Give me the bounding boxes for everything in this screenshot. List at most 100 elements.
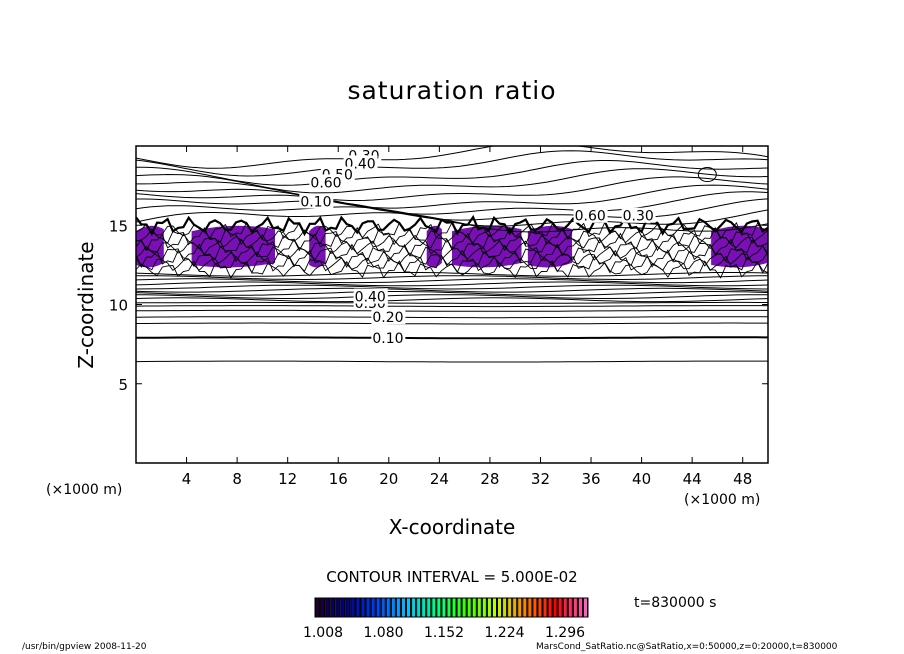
colorbar-cell-fill [442, 598, 446, 617]
footer-source: MarsCond_SatRatio.nc@SatRatio,x=0:50000,… [536, 642, 838, 652]
contour-lines [136, 146, 768, 363]
contour-label: 0.30 [623, 209, 654, 225]
colorbar-cell-fill [412, 598, 416, 617]
contour-line [136, 168, 768, 194]
colorbar-cell-fill [316, 598, 320, 617]
colorbar-cell-fill [558, 598, 562, 617]
contour-label: 0.60 [310, 175, 341, 191]
colorbar-cell-fill [513, 598, 517, 617]
colorbar-cell-fill [437, 598, 441, 617]
shaded-region [527, 225, 573, 268]
y-tick-label: 10 [109, 297, 128, 315]
colorbar-cell-fill [472, 598, 476, 617]
contour-label: 0.10 [372, 331, 403, 347]
colorbar-tick-label: 1.080 [363, 625, 403, 641]
colorbar-cell-fill [371, 598, 375, 617]
contour-line [136, 249, 768, 269]
x-tick-label: 4 [182, 470, 192, 488]
colorbar-cell-fill [407, 598, 411, 617]
contour-line [136, 150, 768, 177]
colorbar-cell-fill [422, 598, 426, 617]
contour-label: 0.60 [575, 209, 606, 225]
colorbar-cell-fill [452, 598, 456, 617]
colorbar-cell-fill [381, 598, 385, 617]
contour-line [136, 294, 768, 299]
colorbar-cell-fill [578, 598, 582, 617]
x-tick-label: 24 [430, 470, 449, 488]
contour-line [136, 238, 768, 257]
colorbar-cell-fill [503, 598, 507, 617]
contour-label-bg [573, 207, 608, 223]
contour-line [136, 284, 768, 290]
x-axis: 4 8 12 16 20 24 28 32 36 40 44 48 [182, 146, 752, 488]
colorbar-cell-fill [508, 598, 512, 617]
colorbar-cell-fill [366, 598, 370, 617]
contour-label-bg [299, 193, 334, 209]
colorbar-cell-fill [523, 598, 527, 617]
colorbar-cell-fill [386, 598, 390, 617]
x-tick-label: 8 [232, 470, 242, 488]
colorbar-cell-fill [543, 598, 547, 617]
contour-interval-text: CONTOUR INTERVAL = 5.000E-02 [326, 568, 578, 586]
contour-label-bg [309, 174, 344, 190]
contour-label: 0.10 [300, 194, 331, 210]
colorbar-cell-fill [396, 598, 400, 617]
x-tick-label: 20 [379, 470, 398, 488]
contour-line [136, 322, 768, 325]
contour-line [136, 278, 768, 284]
contour-line [136, 214, 768, 237]
contour-line [136, 198, 768, 221]
contour-line [136, 146, 768, 169]
colorbar-cell-fill [498, 598, 502, 617]
colorbar-cell-fill [548, 598, 552, 617]
contour-line [136, 176, 768, 201]
y-tick-label: 15 [109, 217, 128, 235]
colorbar-cell-fill [573, 598, 577, 617]
chart-title: saturation ratio [347, 76, 557, 105]
contour-line [136, 275, 768, 281]
colorbar-cell-fill [356, 598, 360, 617]
contour-line [136, 160, 768, 186]
contour-label-bg [371, 329, 406, 345]
colorbar-cell-fill [401, 598, 405, 617]
x-tick-label: 28 [480, 470, 499, 488]
y-axis: 5 10 15 [109, 217, 768, 394]
x-tick-label: 12 [278, 470, 297, 488]
contour-label-bg [621, 207, 656, 223]
contour-line [136, 291, 768, 296]
x-tick-label: 32 [531, 470, 550, 488]
colorbar-cell-fill [518, 598, 522, 617]
footer-program: /usr/bin/gpview 2008-11-20 [22, 642, 147, 652]
colorbar-cell-fill [427, 598, 431, 617]
x-tick-label: 36 [581, 470, 600, 488]
contour-label: 0.40 [355, 290, 386, 306]
contour-labels: 0.100.200.300.400.300.400.500.600.100.60… [299, 147, 656, 347]
colorbar-cell-fill [553, 598, 557, 617]
colorbar-cell-fill [477, 598, 481, 617]
x-tick-label: 40 [632, 470, 651, 488]
colorbar-cell-fill [361, 598, 365, 617]
colorbar-cell-fill [331, 598, 335, 617]
colorbar: 1.008 1.080 1.152 1.224 1.296 [303, 597, 589, 641]
colorbar-cell-fill [457, 598, 461, 617]
contour-line [136, 281, 768, 287]
contour-line [136, 287, 768, 293]
contour-label: 0.20 [372, 310, 403, 326]
colorbar-cell-fill [563, 598, 567, 617]
colorbar-cell-fill [583, 598, 587, 617]
x-tick-label: 48 [733, 470, 752, 488]
colorbar-cell-fill [482, 598, 486, 617]
x-axis-unit: (×1000 m) [684, 492, 761, 508]
time-text: t=830000 s [634, 595, 717, 611]
contour-line [697, 167, 717, 183]
contour-line [136, 184, 768, 209]
contour-line [136, 297, 768, 303]
colorbar-frame [314, 597, 589, 618]
colorbar-cell-fill [533, 598, 537, 617]
contour-line [136, 272, 768, 277]
colorbar-tick-label: 1.008 [303, 625, 343, 641]
y-axis-unit: (×1000 m) [46, 482, 123, 498]
contour-line [136, 232, 768, 252]
colorbar-cell-fill [462, 598, 466, 617]
